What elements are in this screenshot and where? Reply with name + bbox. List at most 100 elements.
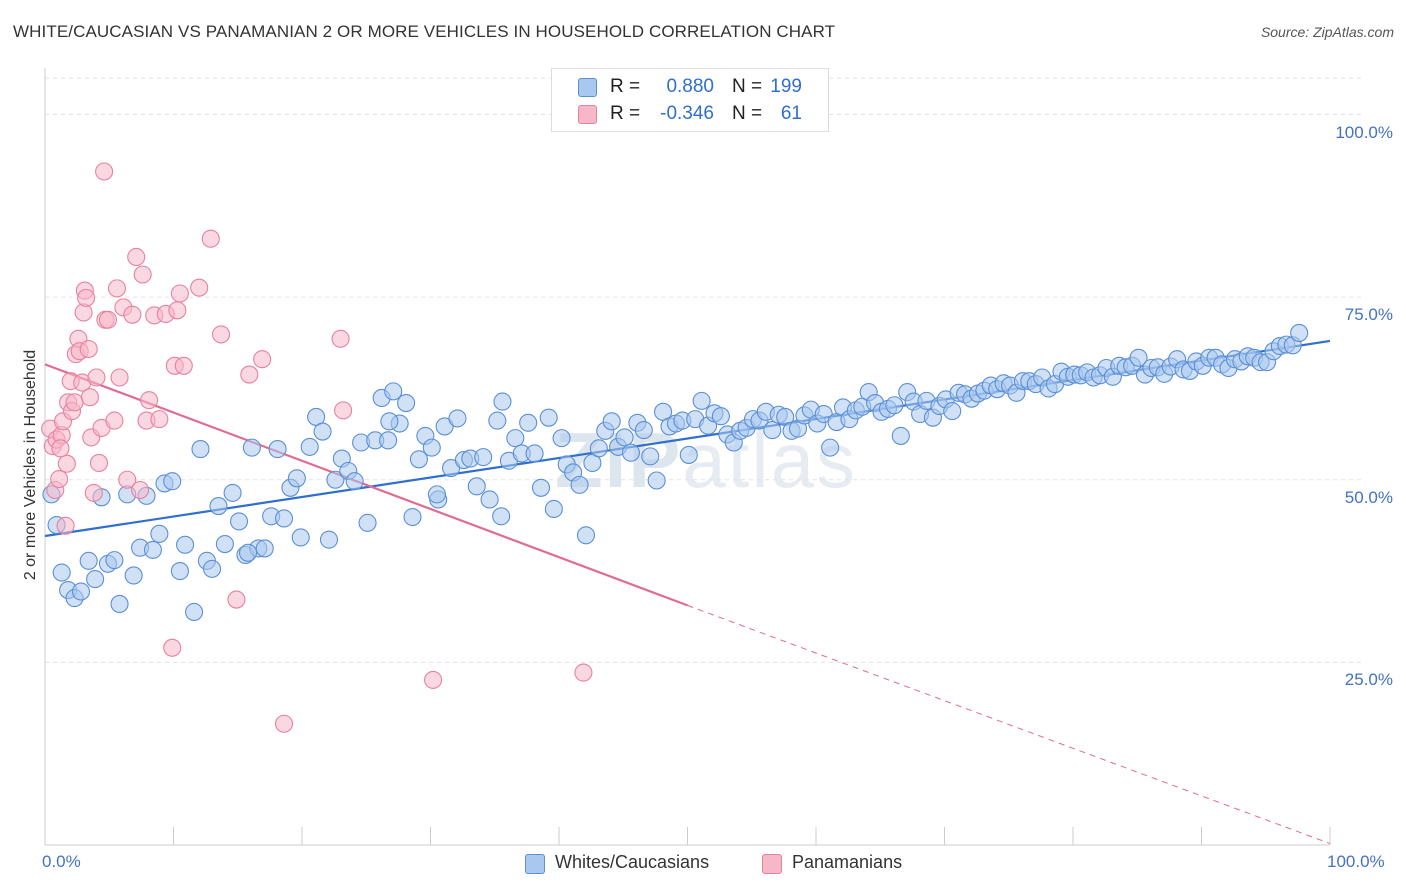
data-point [170, 284, 189, 303]
data-point [634, 421, 653, 440]
y-axis-label-wrap: 2 or more Vehicles in Household [16, 315, 46, 615]
data-point [71, 582, 91, 601]
data-point [474, 448, 493, 467]
data-point [79, 339, 98, 359]
data-point [384, 382, 403, 401]
data-point [379, 431, 398, 450]
data-point [131, 480, 150, 500]
data-point [57, 454, 76, 473]
legend-r-label: R = [610, 103, 641, 124]
legend-row-whites: R = 0.880 N = 199 [552, 74, 828, 100]
data-point [493, 392, 512, 411]
data-point [163, 472, 182, 491]
data-point [679, 445, 698, 464]
data-point [448, 409, 467, 428]
data-point [105, 411, 124, 430]
data-point [87, 368, 106, 387]
legend-swatch-panamanians [578, 105, 597, 124]
data-point [89, 453, 109, 473]
data-point [168, 301, 187, 320]
data-point [229, 512, 249, 531]
x-tick-label-100: 100.0% [1327, 852, 1385, 871]
data-point [123, 305, 142, 324]
data-point [211, 325, 231, 344]
data-point [163, 638, 182, 657]
data-point [209, 497, 228, 516]
legend-r-value: -0.346 [660, 103, 714, 124]
data-point [467, 477, 486, 496]
data-point [506, 429, 525, 448]
data-point [201, 229, 220, 248]
data-point [50, 469, 69, 489]
y-tick-label: 25.0% [1344, 670, 1393, 690]
data-point [190, 278, 209, 297]
grid-lines [45, 77, 1365, 663]
data-point [77, 288, 96, 307]
chart-title: WHITE/CAUCASIAN VS PANAMANIAN 2 OR MORE … [13, 22, 836, 41]
data-point [107, 279, 127, 298]
data-point [203, 559, 222, 578]
data-point [480, 490, 499, 509]
y-tick-label: 75.0% [1344, 305, 1393, 325]
data-point [442, 459, 461, 478]
data-point [95, 162, 114, 181]
legend-n-value: 61 [780, 103, 802, 124]
data-point [287, 469, 306, 488]
data-point [238, 543, 258, 562]
data-point [291, 528, 310, 547]
data-point [84, 483, 103, 502]
data-point [602, 412, 621, 431]
data-point [1129, 348, 1148, 367]
data-point [118, 470, 137, 489]
x-tick-label-0: 0.0% [42, 852, 81, 871]
data-point [124, 566, 143, 585]
data-point [274, 509, 294, 528]
y-tick-label: 100.0% [1335, 122, 1393, 142]
data-point [227, 590, 246, 609]
legend-n-label: N = [732, 76, 763, 97]
data-point [821, 438, 840, 457]
legend-swatch-whites [578, 78, 597, 97]
data-point [492, 507, 511, 526]
data-point [215, 534, 234, 554]
legend-row-panamanians: R = -0.346 N = 61 [552, 101, 828, 127]
data-point [274, 714, 294, 733]
data-point [176, 535, 195, 554]
data-point [242, 438, 261, 457]
data-point [319, 530, 339, 549]
legend-r-label: R = [610, 76, 641, 97]
data-point [403, 507, 422, 527]
data-point [150, 524, 169, 543]
data-point [170, 562, 189, 581]
legend-n-label: N = [732, 103, 763, 124]
data-point [133, 265, 152, 284]
data-point [539, 408, 558, 427]
data-point [326, 470, 345, 489]
legend-n-value: 199 [770, 76, 802, 97]
data-point [397, 394, 416, 413]
data-point [711, 407, 730, 426]
source-label: Source: ZipAtlas.com [1260, 24, 1394, 40]
data-point [552, 429, 571, 448]
data-point [574, 663, 593, 682]
data-point [409, 450, 428, 469]
data-point [65, 393, 84, 412]
data-point [885, 396, 904, 415]
data-point [358, 513, 377, 532]
y-tick-label: 50.0% [1344, 487, 1393, 507]
data-point [110, 368, 129, 387]
data-point [191, 440, 210, 459]
data-point [519, 413, 538, 432]
data-point [143, 540, 162, 559]
y-axis-label: 2 or more Vehicles in Household [22, 349, 39, 581]
data-point [80, 388, 100, 407]
data-point [300, 437, 319, 456]
data-point [814, 404, 833, 424]
data-point [185, 602, 204, 622]
data-point [422, 438, 441, 457]
data-point [127, 247, 146, 267]
axes [44, 68, 1331, 846]
data-point [140, 391, 159, 410]
data-point [253, 350, 272, 369]
data-point [763, 421, 782, 440]
